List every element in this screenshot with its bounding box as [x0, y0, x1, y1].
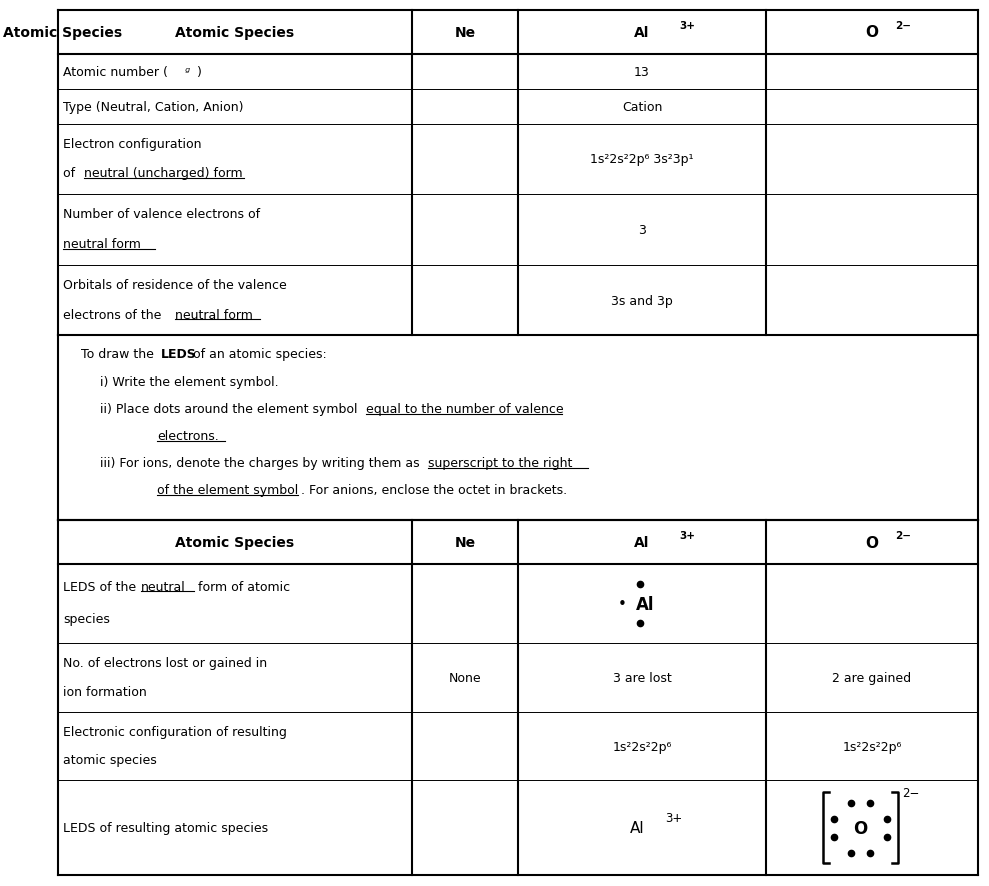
Text: LEDS of the: LEDS of the: [63, 580, 140, 594]
Text: 3+: 3+: [679, 20, 695, 31]
Text: O: O: [865, 26, 878, 40]
Text: 2−: 2−: [895, 531, 912, 540]
Text: atomic species: atomic species: [63, 753, 157, 766]
Text: Ne: Ne: [454, 26, 476, 40]
Text: i) Write the element symbol.: i) Write the element symbol.: [100, 375, 279, 388]
Text: 1s²2s²2p⁶ 3s²3p¹: 1s²2s²2p⁶ 3s²3p¹: [590, 153, 693, 167]
Text: . For anions, enclose the octet in brackets.: . For anions, enclose the octet in brack…: [301, 484, 567, 496]
Text: Electronic configuration of resulting: Electronic configuration of resulting: [63, 725, 288, 738]
Text: ii) Place dots around the element symbol: ii) Place dots around the element symbol: [100, 402, 362, 416]
Text: 13: 13: [634, 66, 650, 79]
Text: Number of valence electrons of: Number of valence electrons of: [63, 208, 261, 222]
Text: Atomic Species: Atomic Species: [175, 535, 295, 549]
Text: 3 are lost: 3 are lost: [612, 672, 672, 684]
Text: Atomic Species: Atomic Species: [175, 26, 295, 40]
Text: neutral (uncharged) form: neutral (uncharged) form: [84, 167, 243, 180]
Text: of the element symbol: of the element symbol: [157, 484, 298, 496]
Text: •: •: [618, 596, 627, 611]
Text: 3+: 3+: [679, 531, 695, 540]
Text: neutral form: neutral form: [63, 237, 141, 251]
Text: ion formation: ion formation: [63, 685, 147, 698]
Text: equal to the number of valence: equal to the number of valence: [366, 402, 564, 416]
Text: electrons of the: electrons of the: [63, 308, 166, 322]
Text: neutral form: neutral form: [175, 308, 252, 322]
Text: 1s²2s²2p⁶: 1s²2s²2p⁶: [612, 740, 672, 753]
Text: Type (Neutral, Cation, Anion): Type (Neutral, Cation, Anion): [63, 100, 244, 113]
Text: Atomic number (: Atomic number (: [63, 66, 168, 79]
Text: Al: Al: [630, 820, 645, 835]
Text: superscript to the right: superscript to the right: [428, 456, 573, 470]
Text: Electron configuration: Electron configuration: [63, 137, 202, 151]
Text: species: species: [63, 612, 111, 625]
Text: ᵍ: ᵍ: [184, 66, 189, 79]
Text: Al: Al: [636, 595, 655, 613]
Text: Cation: Cation: [622, 100, 662, 113]
Text: 2 are gained: 2 are gained: [833, 672, 912, 684]
Text: form of atomic: form of atomic: [195, 580, 291, 594]
Text: Al: Al: [634, 26, 650, 40]
Text: To draw the: To draw the: [81, 348, 158, 361]
Text: LEDS: LEDS: [160, 348, 197, 361]
Text: electrons.: electrons.: [157, 430, 219, 442]
Text: neutral: neutral: [140, 580, 186, 594]
Text: of an atomic species:: of an atomic species:: [189, 348, 326, 361]
Text: Al: Al: [634, 535, 650, 549]
Text: Ne: Ne: [454, 535, 476, 549]
Text: 1s²2s²2p⁶: 1s²2s²2p⁶: [843, 740, 902, 753]
Text: of: of: [63, 167, 80, 180]
Text: 2−: 2−: [895, 20, 912, 31]
Text: 3+: 3+: [666, 811, 682, 824]
Text: Orbitals of residence of the valence: Orbitals of residence of the valence: [63, 279, 287, 291]
Text: No. of electrons lost or gained in: No. of electrons lost or gained in: [63, 657, 268, 669]
Text: iii) For ions, denote the charges by writing them as: iii) For ions, denote the charges by wri…: [100, 456, 424, 470]
Text: 2−: 2−: [902, 786, 920, 799]
Text: 3: 3: [638, 224, 646, 237]
Text: LEDS of resulting atomic species: LEDS of resulting atomic species: [63, 821, 269, 835]
Text: None: None: [449, 672, 482, 684]
Text: 3s and 3p: 3s and 3p: [611, 294, 673, 307]
Text: O: O: [865, 535, 878, 550]
Text: ): ): [198, 66, 202, 79]
Text: Atomic Species: Atomic Species: [3, 26, 122, 40]
Text: O: O: [854, 819, 867, 837]
